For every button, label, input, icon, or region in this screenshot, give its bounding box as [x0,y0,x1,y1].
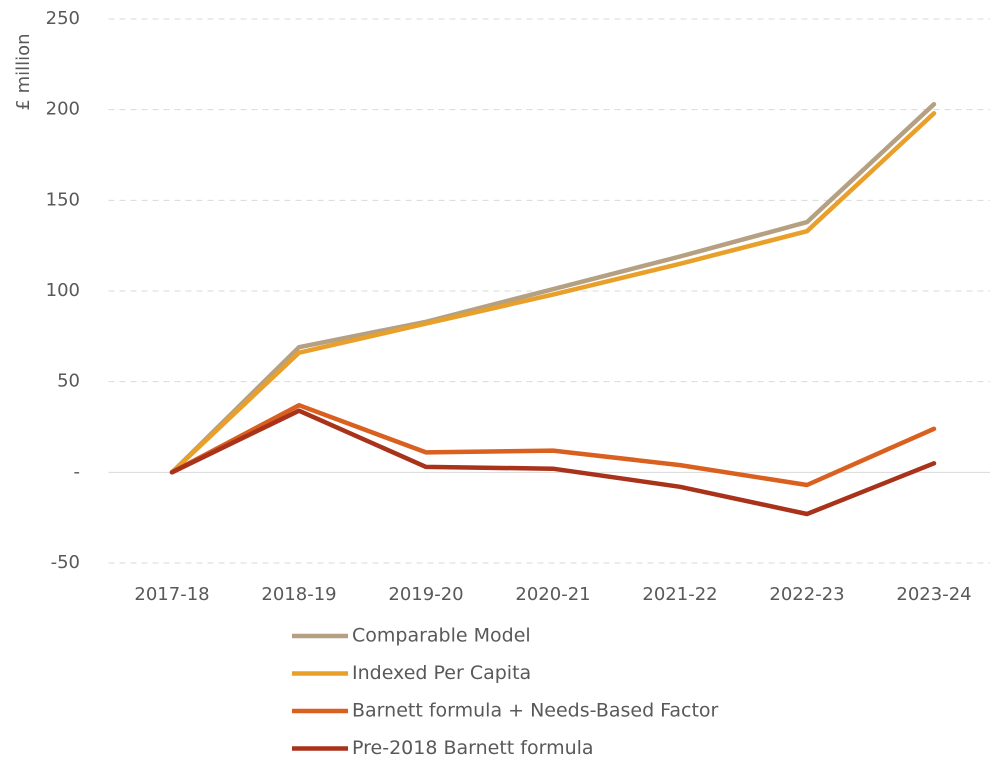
y-tick-label: 250 [46,8,80,29]
series-line [169,111,937,475]
y-tick-label: 100 [46,280,80,301]
y-tick-label: 50 [57,371,80,392]
x-tick-label: 2019-20 [388,584,463,605]
x-tick-label: 2020-21 [515,584,590,605]
x-tick-label: 2021-22 [642,584,717,605]
y-tick-label: - [74,461,81,482]
legend-label: Pre-2018 Barnett formula [352,737,594,759]
x-tick-label: 2017-18 [134,584,209,605]
legend-label: Indexed Per Capita [352,662,531,684]
legend-label: Barnett formula + Needs-Based Factor [352,700,719,722]
y-tick-label: 150 [46,189,80,210]
x-tick-label: 2018-19 [261,584,336,605]
legend-label: Comparable Model [352,625,531,647]
y-tick-label: 200 [46,99,80,120]
series-line [169,402,937,488]
series-line [169,408,937,517]
y-tick-label: -50 [51,552,80,573]
y-axis-label: £ million [13,33,34,110]
x-tick-label: 2023-24 [896,584,971,605]
x-tick-label: 2022-23 [769,584,844,605]
series-line [169,101,937,475]
